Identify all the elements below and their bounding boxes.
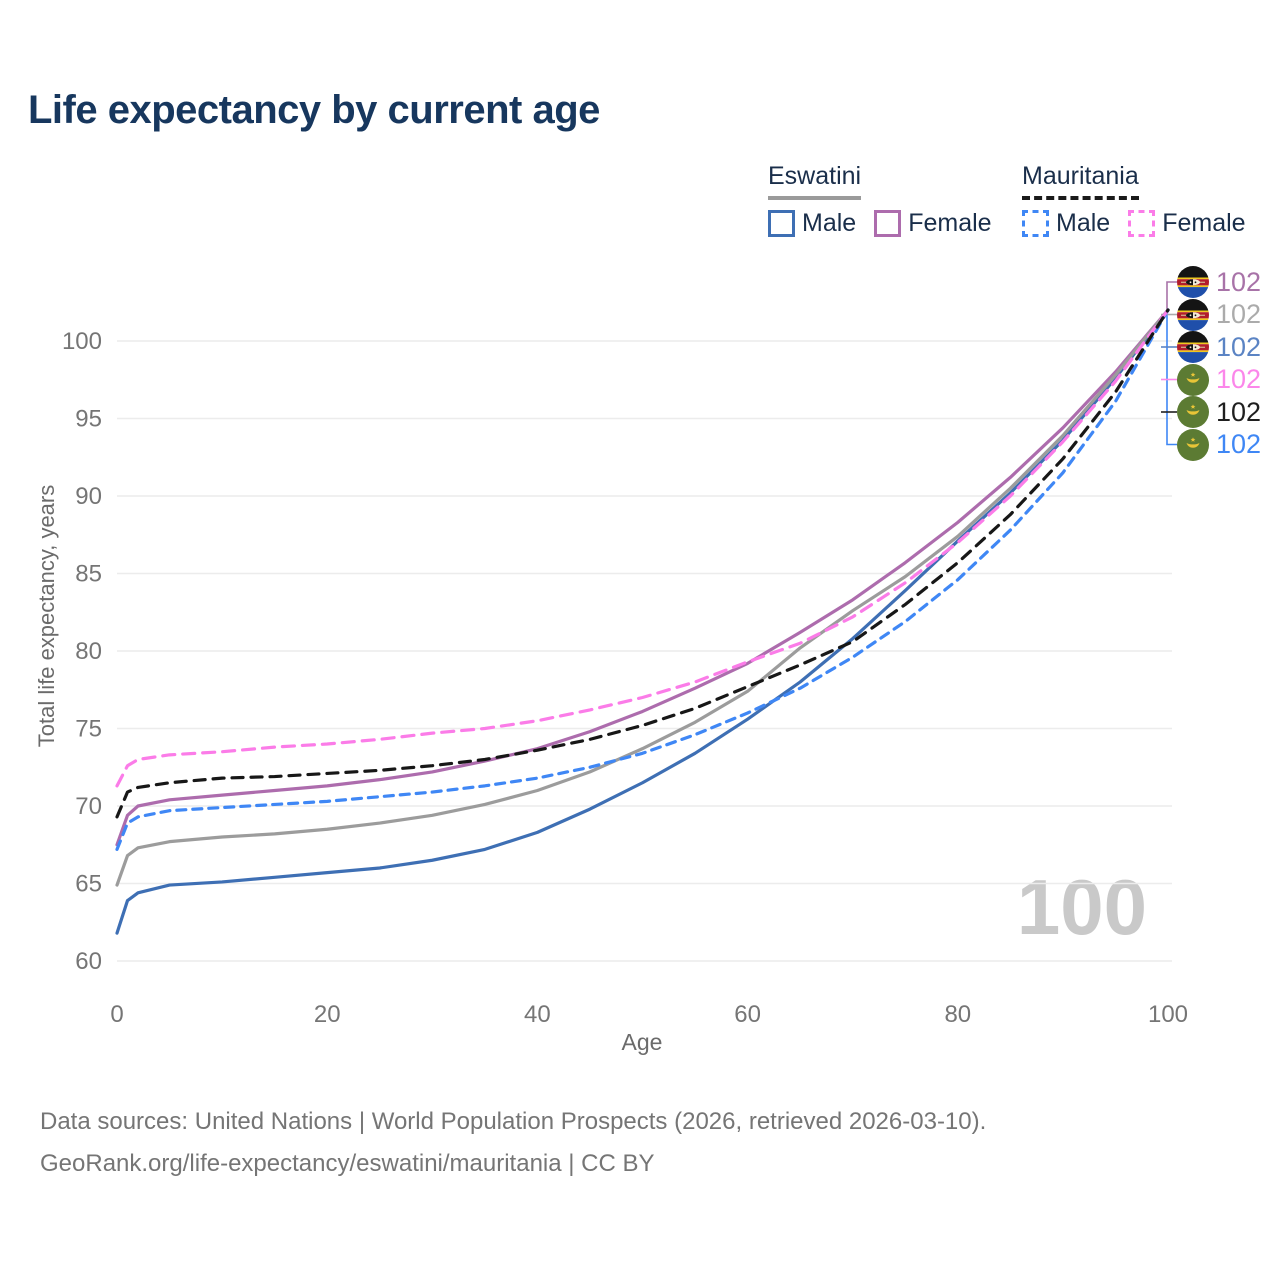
end-label-row: 102 <box>1177 266 1261 298</box>
legend-item-eswatini-female[interactable]: Female <box>874 209 992 238</box>
series-line-mauritania-both-sexes[interactable] <box>115 308 1170 819</box>
mauritania-female-swatch-icon <box>1128 210 1156 237</box>
legend-item-label: Male <box>802 209 857 237</box>
x-tick-label: 20 <box>314 1001 341 1028</box>
end-label-value: 102 <box>1216 429 1262 459</box>
end-label-row: 102 <box>1177 298 1262 331</box>
line-chart: 60 65 70 75 80 85 90 95 100 0 20 40 60 80 100 Age <box>62 281 1188 1055</box>
legend-items-mauritania: Male Female <box>1022 209 1246 238</box>
data-sources-text: Data sources: United Nations | World Pop… <box>40 1108 987 1135</box>
series-line-mauritania-female[interactable] <box>115 308 1170 788</box>
legend-item-eswatini-male[interactable]: Male <box>768 209 856 238</box>
attribution-text: GeoRank.org/life-expectancy/eswatini/mau… <box>40 1150 655 1177</box>
end-label-row: 102 <box>1177 428 1262 461</box>
legend-header-eswatini: Eswatini <box>768 162 862 200</box>
end-label-value: 102 <box>1216 331 1262 362</box>
series-line-eswatini-both-sexes[interactable] <box>115 308 1170 887</box>
legend-item-mauritania-female[interactable]: Female <box>1128 209 1246 238</box>
age-watermark: 100 <box>1016 863 1148 951</box>
y-tick-label: 65 <box>75 871 102 898</box>
end-label-row: 102 <box>1177 331 1261 363</box>
leader-line <box>1166 281 1177 310</box>
eswatini-flag-icon <box>1177 331 1209 363</box>
y-tick-label: 75 <box>75 716 102 743</box>
eswatini-flag-icon <box>1177 298 1209 331</box>
end-label-value: 102 <box>1216 396 1262 427</box>
legend-item-mauritania-male[interactable]: Male <box>1022 209 1110 238</box>
eswatini-flag-icon <box>1177 266 1209 298</box>
eswatini-male-swatch-icon <box>768 210 795 237</box>
leader-line <box>1166 310 1177 446</box>
mauritania-flag-icon <box>1177 428 1209 461</box>
legend-item-label: Female <box>908 209 992 237</box>
legend-group-eswatini: Eswatini Male Female <box>768 162 992 238</box>
legend-item-label: Female <box>1162 209 1246 237</box>
y-tick-label: 85 <box>75 561 102 588</box>
end-label-value: 102 <box>1216 364 1262 394</box>
legend-header-mauritania: Mauritania <box>1022 162 1139 200</box>
y-tick-label: 70 <box>75 793 102 820</box>
series-line-eswatini-female[interactable] <box>115 308 1170 847</box>
x-tick-label: 40 <box>524 1001 551 1028</box>
y-tick-label: 95 <box>75 406 102 433</box>
series-line-mauritania-male[interactable] <box>115 308 1170 852</box>
page-title: Life expectancy by current age <box>28 88 600 132</box>
end-label-value: 102 <box>1216 266 1262 297</box>
mauritania-male-swatch-icon <box>1022 210 1049 237</box>
y-tick-label: 80 <box>75 638 102 665</box>
y-axis-title: Total life expectancy, years <box>34 484 59 748</box>
legend-items-eswatini: Male Female <box>768 209 992 238</box>
y-tick-label: 100 <box>62 328 102 355</box>
eswatini-female-swatch-icon <box>874 210 902 237</box>
end-label-row: 102 <box>1177 363 1262 396</box>
x-tick-label: 100 <box>1148 1001 1188 1028</box>
x-tick-label: 0 <box>110 1001 123 1028</box>
legend-group-mauritania: Mauritania Male Female <box>1022 162 1246 238</box>
end-label-row: 102 <box>1177 396 1261 428</box>
legend-item-label: Male <box>1056 209 1111 237</box>
series-line-eswatini-male[interactable] <box>115 308 1170 935</box>
x-tick-label: 60 <box>734 1001 761 1028</box>
mauritania-flag-icon <box>1177 363 1209 396</box>
x-tick-label: 80 <box>944 1001 971 1028</box>
mauritania-flag-icon <box>1177 396 1209 428</box>
x-axis-title: Age <box>622 1029 663 1055</box>
end-label-value: 102 <box>1216 299 1262 329</box>
y-tick-label: 90 <box>75 483 102 510</box>
y-tick-label: 60 <box>75 948 102 975</box>
